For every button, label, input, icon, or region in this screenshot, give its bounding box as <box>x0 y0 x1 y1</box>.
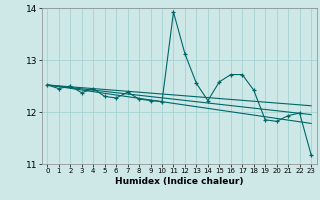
X-axis label: Humidex (Indice chaleur): Humidex (Indice chaleur) <box>115 177 244 186</box>
